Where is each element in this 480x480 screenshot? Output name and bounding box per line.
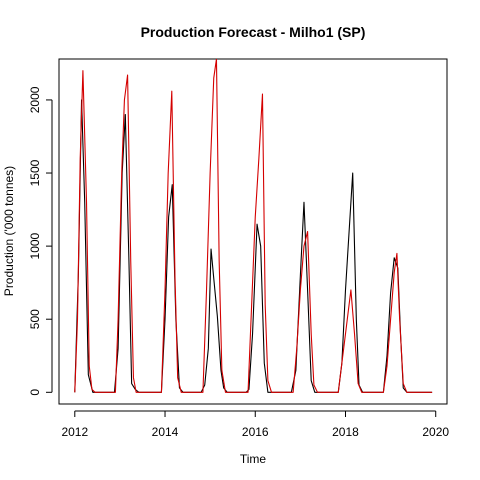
x-tick-label: 2020	[422, 425, 449, 439]
plot-frame	[58, 58, 448, 405]
x-axis-label: Time	[240, 452, 267, 466]
x-tick-label: 2014	[152, 425, 179, 439]
chart-title: Production Forecast - Milho1 (SP)	[141, 24, 366, 40]
y-tick-label: 1500	[28, 159, 42, 186]
y-axis-label: Production ('000 tonnes)	[2, 166, 16, 296]
x-tick-label: 2016	[242, 425, 269, 439]
x-tick-label: 2018	[332, 425, 359, 439]
y-tick-label: 1000	[28, 232, 42, 259]
x-tick-label: 2012	[61, 425, 88, 439]
y-tick-label: 500	[28, 309, 42, 329]
y-tick-label: 2000	[28, 86, 42, 113]
series-group	[74, 59, 433, 393]
forecast-series-line	[74, 59, 433, 393]
y-tick-label: 0	[28, 389, 42, 396]
